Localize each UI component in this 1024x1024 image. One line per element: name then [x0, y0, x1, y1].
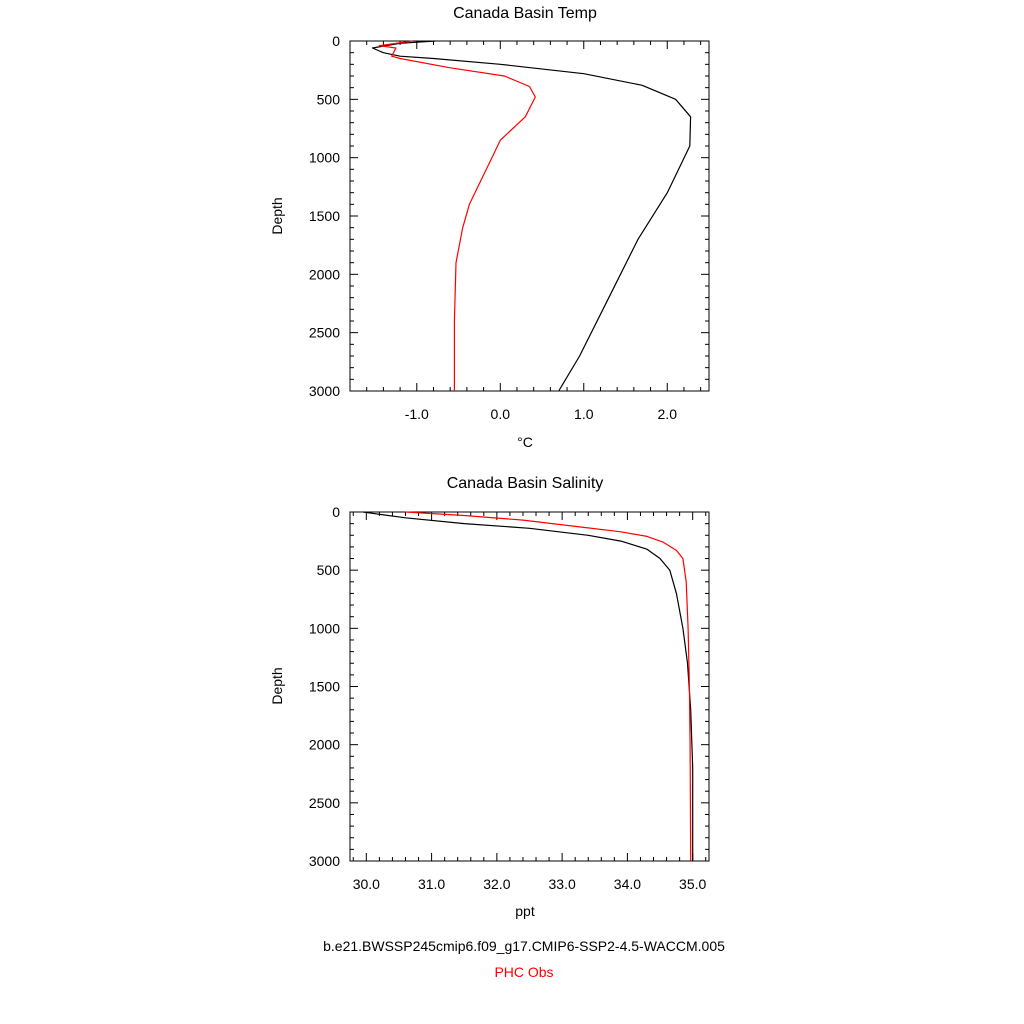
- y-axis-label: Depth: [269, 667, 285, 704]
- x-tick-label: 34.0: [614, 876, 641, 892]
- chart-title: Canada Basin Temp: [453, 5, 597, 22]
- case-name-label: b.e21.BWSSP245cmip6.f09_g17.CMIP6-SSP2-4…: [323, 938, 725, 954]
- model-series-line: [363, 511, 694, 861]
- plot-frame: [349, 40, 710, 392]
- x-tick-label: 35.0: [679, 876, 706, 892]
- x-tick-label: 32.0: [483, 876, 510, 892]
- y-tick-label: 3000: [309, 383, 340, 399]
- y-tick-label: 0: [332, 504, 340, 520]
- y-tick-label: 2500: [309, 795, 340, 811]
- y-tick-label: 1500: [309, 679, 340, 695]
- x-tick-label: 1.0: [574, 406, 594, 422]
- x-axis-label: ppt: [515, 903, 535, 919]
- model-series-line: [371, 40, 692, 392]
- y-tick-label: 3000: [309, 853, 340, 869]
- x-tick-label: 31.0: [418, 876, 445, 892]
- x-axis-label: °C: [517, 434, 533, 450]
- obs-series-line: [378, 40, 536, 391]
- plot-frame: [349, 511, 710, 862]
- y-axis-label: Depth: [269, 197, 285, 234]
- y-tick-label: 1500: [309, 208, 340, 224]
- y-tick-label: 2000: [309, 737, 340, 753]
- x-tick-label: 33.0: [549, 876, 576, 892]
- x-tick-label: 0.0: [491, 406, 511, 422]
- obs-series-line: [405, 511, 692, 862]
- temp-panel: Canada Basin Temp °C Depth 0 500 1000 1500 2…: [269, 5, 710, 450]
- y-tick-label: 500: [317, 91, 341, 107]
- x-tick-label: 2.0: [658, 406, 678, 422]
- y-tick-label: 1000: [309, 620, 340, 636]
- x-tick-label: 30.0: [353, 876, 380, 892]
- y-tick-label: 1000: [309, 150, 340, 166]
- y-tick-label: 2000: [309, 266, 340, 282]
- chart-title: Canada Basin Salinity: [447, 475, 604, 492]
- y-tick-label: 500: [317, 562, 341, 578]
- salinity-panel: Canada Basin Salinity ppt Depth 0 500 1000…: [269, 475, 710, 919]
- y-tick-label: 2500: [309, 325, 340, 341]
- y-tick-label: 0: [332, 33, 340, 49]
- obs-name-label: PHC Obs: [494, 964, 553, 980]
- x-tick-label: -1.0: [405, 406, 429, 422]
